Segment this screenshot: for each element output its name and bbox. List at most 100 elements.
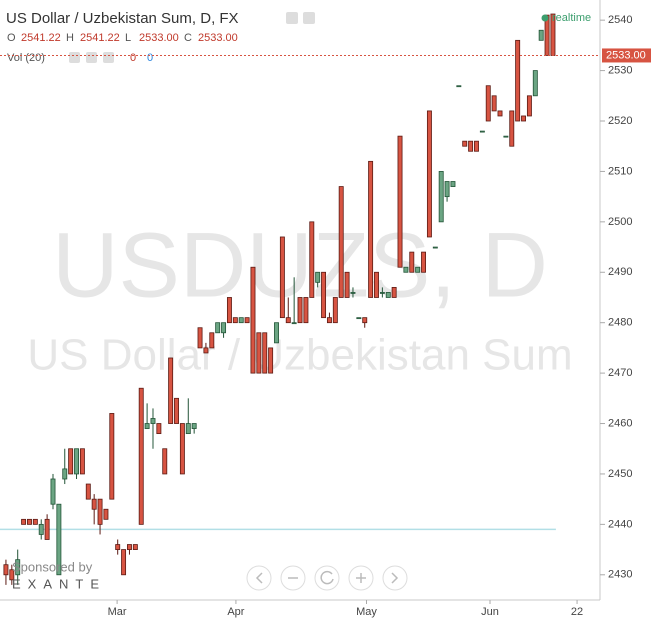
candle-body	[74, 448, 79, 475]
candle-body	[474, 140, 479, 152]
candle-body	[79, 448, 85, 475]
candle-body	[85, 483, 91, 500]
y-tick-label: 2480	[608, 317, 632, 329]
candle-body	[103, 508, 109, 520]
candle-body	[138, 387, 144, 525]
candle-body	[126, 544, 132, 550]
candle-body	[485, 85, 491, 122]
sponsor-text: Sponsored by	[12, 559, 93, 574]
candle-body	[256, 332, 262, 374]
volume-icon[interactable]	[103, 52, 114, 63]
candle-body	[162, 448, 168, 475]
candle-body	[432, 246, 438, 249]
realtime-dot	[541, 14, 549, 22]
reset-button[interactable]	[314, 565, 340, 591]
candle-body	[274, 322, 279, 344]
candle-body	[15, 559, 21, 576]
ohlc-key: H	[66, 32, 74, 44]
candle-body	[450, 181, 456, 187]
candle-body	[479, 130, 485, 133]
candle-body	[191, 423, 197, 429]
candle-body	[326, 317, 332, 324]
candle-body	[56, 503, 62, 576]
ohlc-value: 2541.22	[21, 32, 61, 44]
candle-body	[468, 140, 474, 152]
candle-body	[197, 327, 203, 349]
candle-body	[168, 357, 174, 424]
volume-value: 0	[130, 52, 136, 64]
candle-body	[44, 518, 50, 540]
candle-body	[215, 322, 221, 334]
candle-body	[3, 564, 9, 576]
y-tick-label: 2540	[608, 14, 632, 26]
x-tick-label: 22	[571, 606, 583, 618]
ohlc-key: O	[7, 32, 16, 44]
candle-body	[462, 140, 468, 147]
candle-body	[221, 322, 227, 334]
candle-body	[150, 418, 156, 424]
scroll-right-button[interactable]	[382, 565, 408, 591]
nav-icons	[255, 570, 399, 585]
candle-body	[179, 423, 185, 475]
chart-title: US Dollar / Uzbekistan Sum, D, FX	[6, 10, 239, 27]
candle-body	[115, 544, 121, 550]
candle-body	[226, 297, 232, 324]
ohlc-value: 2533.00	[198, 32, 238, 44]
volume-icon[interactable]	[86, 52, 97, 63]
y-tick-label: 2440	[608, 518, 632, 530]
ohlc-key: C	[184, 32, 192, 44]
volume-icon[interactable]	[69, 52, 80, 63]
settings-icon[interactable]	[286, 12, 298, 24]
candle-body	[209, 332, 215, 349]
candle-body	[356, 317, 362, 320]
x-tick-label: Apr	[227, 606, 244, 618]
candle-body	[397, 135, 403, 268]
candle-body	[379, 292, 385, 294]
x-tick-label: Jun	[481, 606, 499, 618]
candle-body	[285, 317, 291, 324]
plot-area	[0, 13, 556, 585]
y-tick-label: 2470	[608, 367, 632, 379]
y-tick-label: 2520	[608, 115, 632, 127]
candle-body	[97, 498, 103, 525]
candle-body	[532, 70, 538, 97]
ohlc-key: L	[125, 32, 131, 44]
y-tick-label: 2510	[608, 165, 632, 177]
candle-body	[32, 518, 38, 525]
candle-body	[415, 266, 421, 273]
candle-body	[91, 498, 97, 510]
candle-body	[68, 448, 74, 475]
candle-body	[438, 171, 444, 223]
ohlc-value: 2541.22	[80, 32, 120, 44]
candle-body	[185, 423, 191, 435]
candle-body	[456, 85, 462, 88]
candle-body	[391, 286, 397, 298]
candle-body	[174, 397, 179, 424]
candle-body	[403, 266, 409, 273]
settings-icon[interactable]	[303, 12, 315, 24]
last-price-label: 2533.00	[606, 49, 646, 61]
ohlc-legend: O 2541.22 H 2541.22 L 2533.00 C 2533.00	[7, 32, 238, 44]
candle-body	[350, 292, 356, 294]
candle-body	[321, 271, 327, 319]
candle-body	[279, 236, 285, 319]
scroll-left-button[interactable]	[246, 565, 272, 591]
y-tick-label: 2460	[608, 417, 632, 429]
candle-body	[309, 221, 315, 298]
candle-body	[515, 39, 521, 122]
candle-body	[444, 181, 450, 198]
candle-body	[244, 317, 250, 324]
candle-body	[421, 251, 427, 273]
candle-body	[38, 523, 44, 535]
candle-body	[9, 569, 15, 581]
candle-body	[521, 115, 526, 122]
candle-body	[62, 468, 68, 480]
navigation-buttons	[246, 565, 408, 591]
sponsor-brand: EXANTE	[12, 576, 106, 591]
candle-body	[27, 518, 32, 525]
candle-body	[409, 251, 415, 273]
y-tick-label: 2490	[608, 266, 632, 278]
candle-body	[232, 317, 238, 324]
